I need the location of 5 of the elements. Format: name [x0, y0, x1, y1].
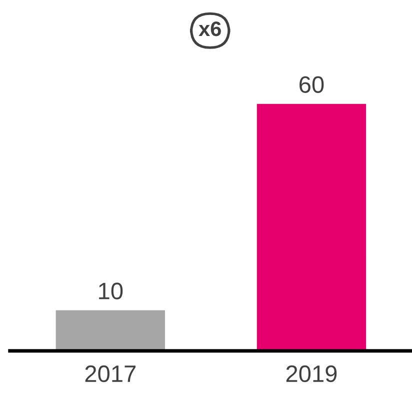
- data-label: 10: [99, 282, 123, 300]
- x-tick-label: 2017: [85, 365, 136, 382]
- x-tick-label: 2019: [286, 365, 337, 382]
- data-label: 60: [300, 76, 324, 93]
- text: x6: [198, 21, 221, 36]
